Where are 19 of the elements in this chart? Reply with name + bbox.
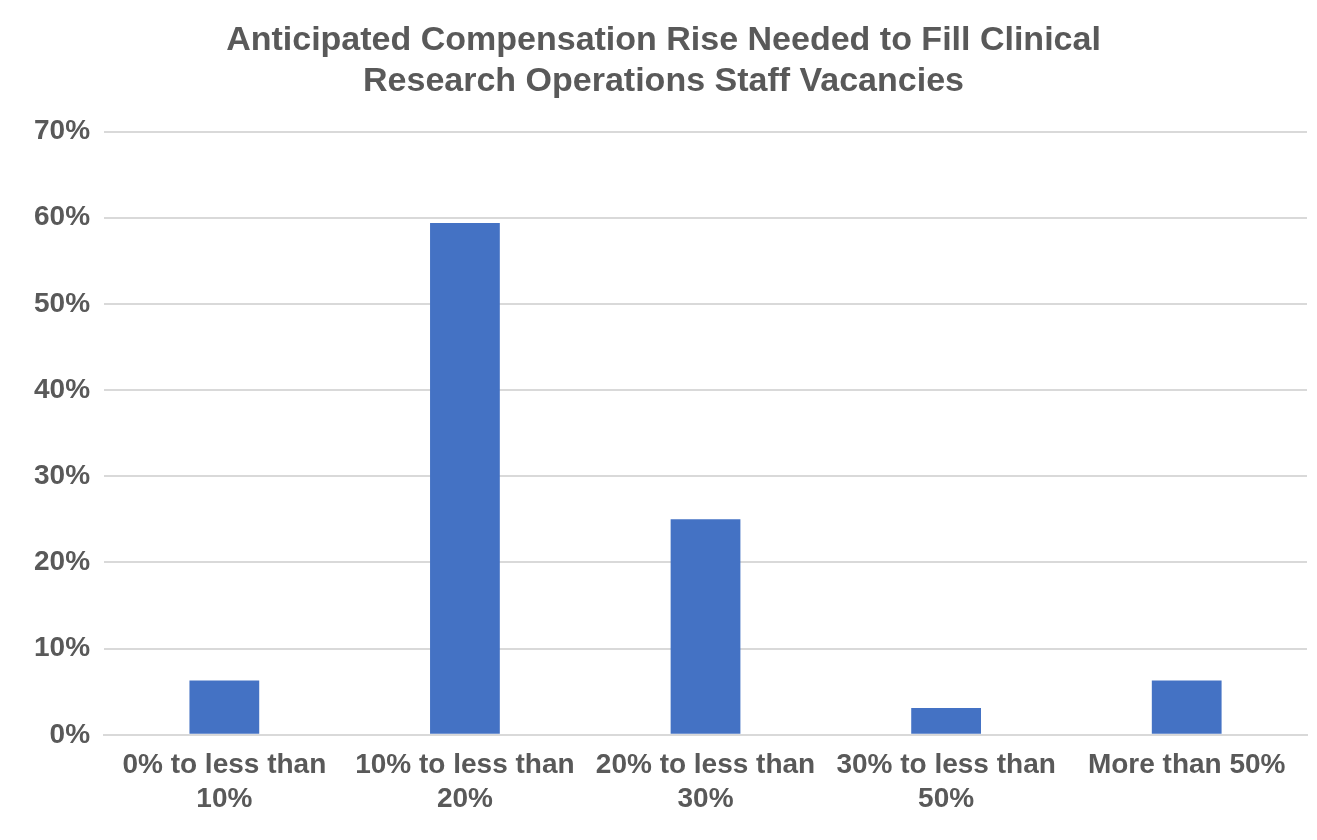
x-tick-label: 10% to less than 20%: [355, 748, 575, 813]
y-tick-label: 0%: [49, 717, 91, 749]
chart-title: Anticipated Compensation Rise Needed to Fill Clinical Research Operations Staff Vacancies: [226, 18, 1101, 98]
bar: [911, 708, 981, 734]
bar: [189, 680, 260, 734]
y-tick-label: 10%: [33, 631, 91, 663]
bar: [670, 519, 741, 734]
y-tick-label: 70%: [33, 114, 91, 146]
x-tick-label: 30% to less than 50%: [836, 748, 1056, 813]
bar: [1151, 680, 1222, 734]
y-tick-label: 20%: [33, 545, 91, 577]
y-tick-label: 50%: [33, 286, 91, 318]
x-tick-label: 20% to less than 30%: [595, 748, 816, 813]
y-tick-label: 60%: [33, 200, 91, 232]
x-tick-label: 0% to less than 10%: [122, 748, 327, 813]
x-tick-label: More than 50%: [1087, 748, 1286, 780]
bar: [430, 222, 500, 734]
y-tick-label: 30%: [33, 459, 91, 490]
y-tick-label: 40%: [33, 372, 91, 404]
